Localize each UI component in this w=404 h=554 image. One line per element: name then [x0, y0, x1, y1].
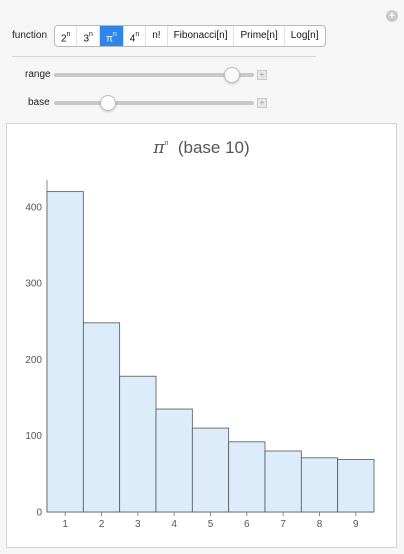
y-tick-label: 0 [36, 508, 42, 519]
bar-2 [82, 322, 121, 513]
function-option-1[interactable]: 3n [77, 26, 100, 46]
function-setter-bar: 2n 3n πn 4n n! Fibonacci[n] Prime[n] Log[n] [54, 25, 326, 47]
function-option-0[interactable]: 2n [55, 26, 78, 46]
function-option-label: 2 [61, 33, 67, 45]
range-label: range [25, 69, 51, 80]
function-option-label: Log[n] [290, 30, 319, 41]
bar-7 [264, 450, 302, 513]
function-label: function [12, 30, 48, 41]
bar-8 [300, 457, 339, 513]
y-tick-label: 300 [25, 279, 42, 290]
function-option-7[interactable]: Log[n] [285, 26, 325, 46]
function-option-label: Fibonacci[n] [173, 30, 228, 41]
base-slider-track[interactable] [54, 101, 254, 105]
bar-6 [228, 441, 266, 513]
expand-plus-icon[interactable]: + [386, 10, 398, 22]
x-tick-label: 5 [208, 519, 214, 530]
x-tick-label: 4 [171, 519, 177, 530]
bar-5 [191, 427, 230, 513]
function-option-exponent: n [66, 31, 71, 38]
x-tick-label: 9 [353, 519, 359, 530]
chart-title-base: π [153, 138, 165, 158]
x-tick-label: 1 [62, 519, 68, 530]
function-option-5[interactable]: Fibonacci[n] [168, 26, 235, 46]
y-tick-label: 200 [25, 355, 42, 366]
bar-1 [46, 191, 84, 513]
bar-3 [119, 375, 157, 513]
chart-title: πn (base 10) [7, 138, 396, 158]
bar-4 [155, 408, 193, 513]
bar-chart: 0 100 200 300 400 1 2 3 4 5 6 7 8 9 [25, 180, 375, 530]
function-option-label: 3 [83, 33, 90, 45]
chart-title-exponent: n [164, 140, 169, 148]
function-option-3[interactable]: 4n [124, 26, 147, 46]
plot-panel: πn (base 10) 0 100 200 300 400 1 2 3 4 5 6 7 8 9 [6, 123, 397, 548]
base-slider-plus-icon[interactable]: + [257, 98, 267, 108]
x-tick-label: 8 [317, 519, 323, 530]
range-slider-thumb[interactable] [224, 67, 240, 83]
range-slider-plus-icon[interactable]: + [257, 70, 267, 80]
range-slider-track[interactable] [54, 73, 254, 77]
bar-9 [337, 458, 375, 513]
x-tick-label: 2 [99, 519, 105, 530]
y-tick-label: 100 [25, 431, 42, 442]
function-option-exponent: n [89, 31, 93, 38]
function-option-label: Prime[n] [240, 30, 278, 41]
base-slider-thumb[interactable] [100, 95, 116, 111]
function-option-6[interactable]: Prime[n] [234, 26, 285, 46]
function-option-4[interactable]: n! [146, 26, 168, 46]
function-option-label: n! [152, 30, 161, 41]
x-tick-label: 3 [135, 519, 141, 530]
base-label: base [28, 97, 50, 108]
y-tick-label: 400 [25, 202, 42, 213]
function-option-exponent: n [112, 31, 117, 38]
function-option-2[interactable]: πn [99, 26, 124, 46]
divider [12, 56, 316, 57]
x-tick-label: 6 [244, 519, 250, 530]
function-option-exponent: n [135, 31, 140, 38]
chart-title-text: (base 10) [177, 138, 250, 157]
x-tick-label: 7 [280, 519, 286, 530]
function-option-label: π [105, 33, 113, 45]
function-option-label: 4 [129, 33, 136, 45]
